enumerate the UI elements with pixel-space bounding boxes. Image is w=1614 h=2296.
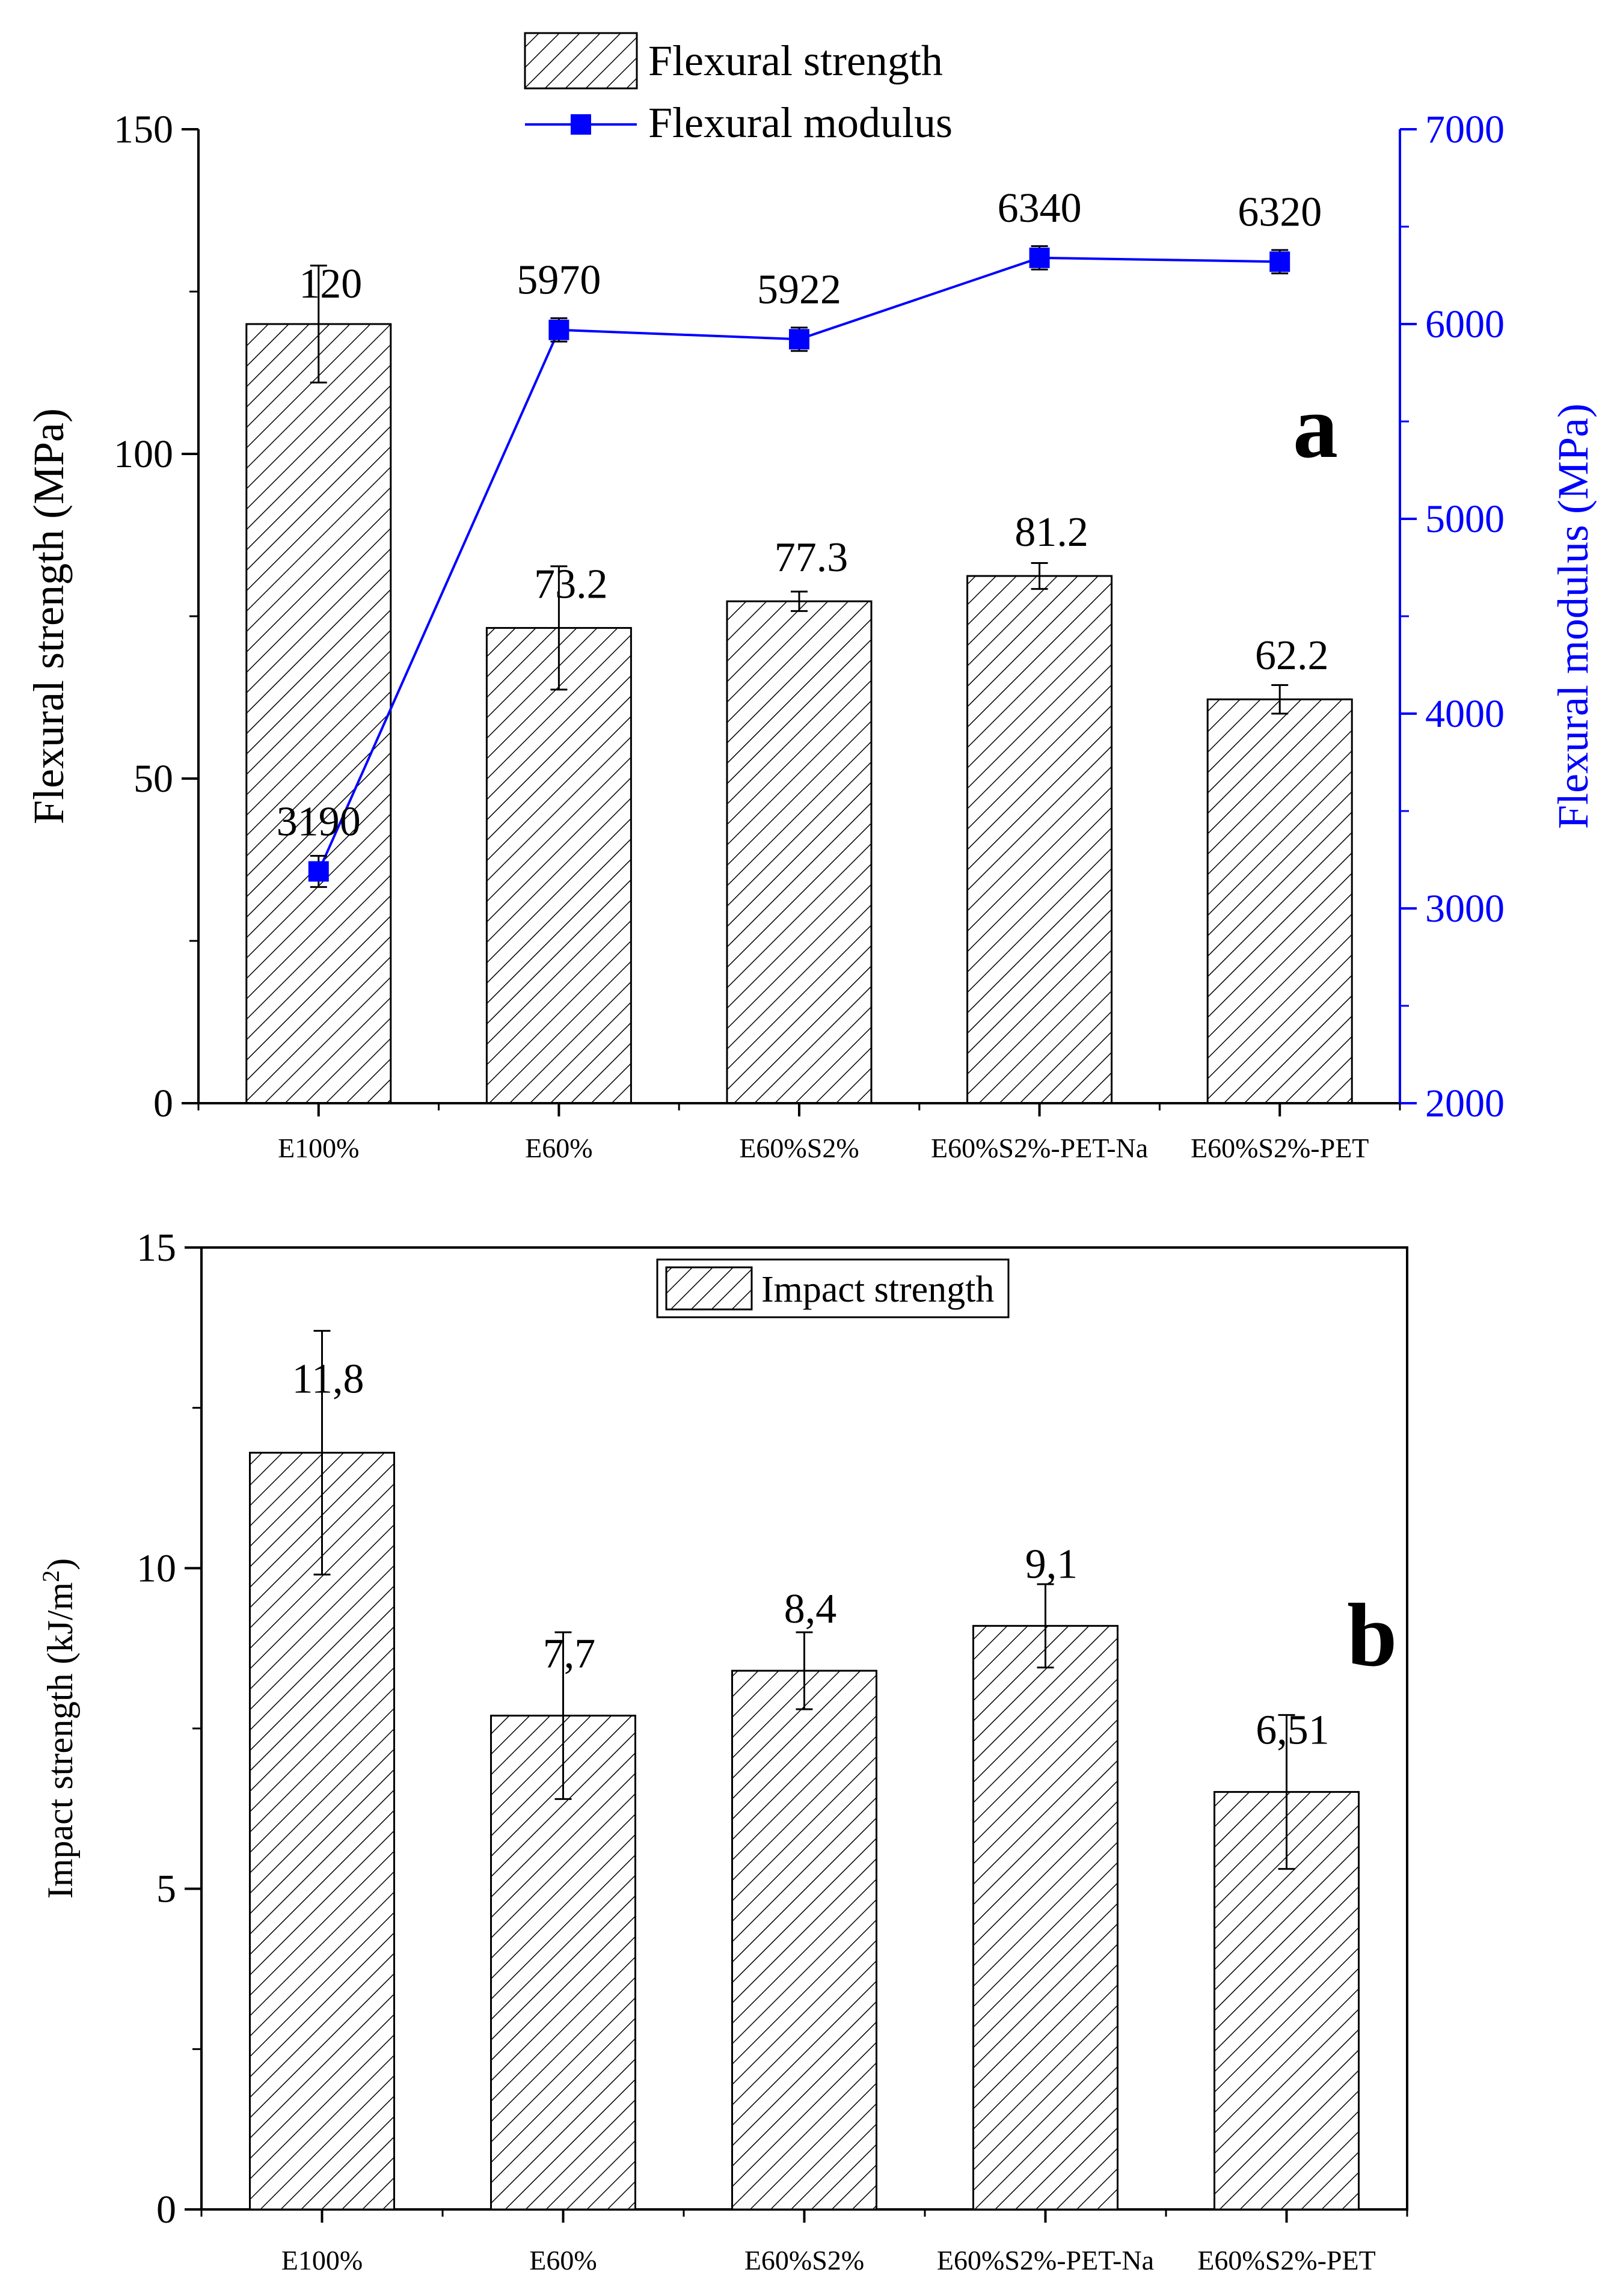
impact-value-label: 7,7 <box>543 1631 596 1677</box>
modulus-marker <box>1269 251 1290 272</box>
flexural-strength-bar <box>966 575 1113 1104</box>
legend-modulus-marker <box>571 114 591 135</box>
modulus-marker <box>789 329 809 350</box>
right-y-axis-title: Flexural modulus (MPa) <box>1549 403 1597 829</box>
right-y-tick-label: 7000 <box>1425 108 1505 152</box>
left-y-tick-label: 150 <box>114 108 173 152</box>
modulus-value-label: 6320 <box>1238 189 1322 235</box>
legend-strength-label: Flexural strength <box>648 37 943 85</box>
right-y-tick-label: 6000 <box>1425 302 1505 346</box>
legend-modulus-label: Flexural modulus <box>648 99 953 147</box>
impact-chart-panel: 0 5 10 15 E100% E60% E60%S2% E60%S2%-PET-Na E60%… <box>37 1226 1408 2276</box>
left-y-tick-label: 0 <box>153 1082 173 1125</box>
y-tick-label: 15 <box>137 1226 176 1270</box>
right-y-tick-label: 5000 <box>1425 497 1505 541</box>
strength-value-label: 120 <box>299 261 362 307</box>
modulus-marker <box>308 861 329 882</box>
left-y-tick-label: 100 <box>114 432 173 476</box>
impact-value-label: 8,4 <box>784 1586 837 1632</box>
category-label: E60%S2% <box>744 2245 864 2276</box>
category-label: E60%S2%-PET-Na <box>931 1133 1148 1163</box>
category-label: E100% <box>281 2245 363 2276</box>
right-y-tick-label: 4000 <box>1425 692 1505 736</box>
y-axis-title-main: Impact strength (kJ/m <box>40 1582 80 1899</box>
impact-strength-bar <box>249 1451 395 2211</box>
impact-value-label: 11,8 <box>292 1356 364 1402</box>
modulus-value-label: 5922 <box>757 266 841 313</box>
category-label: E60% <box>525 1133 592 1163</box>
modulus-value-label: 6340 <box>998 185 1082 231</box>
right-y-tick-label: 3000 <box>1425 887 1505 931</box>
strength-value-label: 62.2 <box>1255 632 1329 679</box>
left-y-tick-label: 50 <box>133 757 173 801</box>
category-label: E60%S2%-PET <box>1197 2245 1375 2276</box>
flexural-strength-bar <box>726 600 873 1104</box>
impact-value-label: 9,1 <box>1025 1541 1078 1587</box>
y-axis-title: Impact strength (kJ/m2) <box>37 1558 80 1899</box>
flexural-strength-bar <box>245 323 392 1104</box>
modulus-value-label: 5970 <box>517 257 601 304</box>
panel-label: b <box>1347 1585 1397 1685</box>
left-y-axis-title: Flexural strength (MPa) <box>25 408 73 824</box>
strength-value-label: 77.3 <box>775 534 848 581</box>
strength-value-label: 73.2 <box>534 561 608 607</box>
legend-impact-swatch <box>665 1266 753 1311</box>
y-tick-label: 0 <box>156 2188 176 2232</box>
category-label: E60%S2%-PET-Na <box>937 2245 1154 2276</box>
flexural-strength-bar <box>485 626 632 1104</box>
category-label: E100% <box>278 1133 359 1163</box>
y-tick-label: 5 <box>156 1867 176 1911</box>
modulus-marker <box>1029 247 1050 268</box>
impact-value-label: 6,51 <box>1256 1707 1330 1754</box>
modulus-value-label: 3190 <box>277 798 361 845</box>
impact-strength-bar <box>972 1624 1118 2211</box>
y-axis-title-superscript: 2 <box>37 1570 64 1582</box>
flexural-strength-bar <box>1206 698 1353 1104</box>
y-axis-title-close: ) <box>40 1558 80 1570</box>
flexural-chart-panel: 0 50 100 150 2000 3000 4000 5000 6000 7000 E100% E6… <box>25 32 1597 1163</box>
right-y-tick-label: 2000 <box>1425 1082 1505 1125</box>
impact-strength-bar <box>731 1670 877 2211</box>
legend-strength-swatch <box>524 32 638 90</box>
y-tick-label: 10 <box>137 1546 176 1590</box>
category-label: E60%S2% <box>739 1133 859 1163</box>
category-label: E60% <box>529 2245 597 2276</box>
modulus-marker <box>548 319 569 340</box>
strength-value-label: 81.2 <box>1014 509 1088 556</box>
panel-label: a <box>1293 377 1338 477</box>
legend-impact-label: Impact strength <box>761 1269 994 1310</box>
category-label: E60%S2%-PET <box>1191 1133 1369 1163</box>
